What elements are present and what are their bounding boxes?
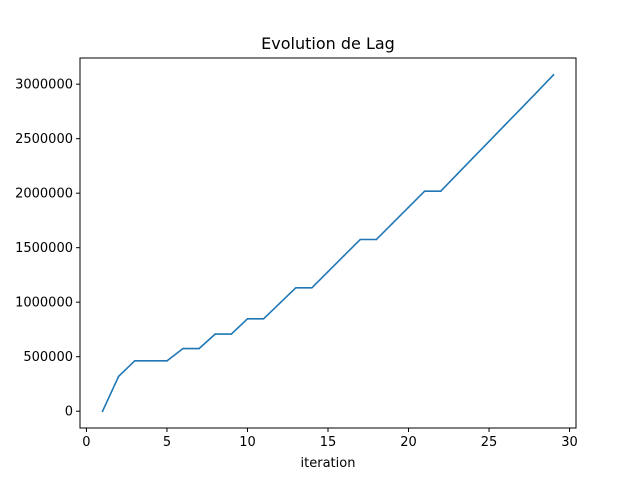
y-tick-label: 0: [65, 405, 73, 420]
x-tick-label: 25: [481, 435, 498, 450]
y-tick-label: 500000: [23, 350, 73, 365]
data-point: [214, 333, 217, 335]
data-point: [375, 238, 378, 241]
data-point: [359, 238, 362, 241]
y-tick-label: 3000000: [15, 78, 73, 93]
y-tick-label: 2000000: [15, 187, 73, 202]
y-tick-label: 2500000: [15, 132, 73, 147]
y-tick-label: 1500000: [15, 241, 73, 256]
data-point: [262, 317, 265, 320]
y-tick-label: 1000000: [15, 296, 73, 311]
data-point: [278, 302, 281, 305]
data-point: [488, 140, 490, 143]
data-point: [407, 206, 410, 209]
data-point: [230, 333, 233, 335]
data-point: [456, 173, 458, 176]
data-point: [150, 360, 152, 362]
data-point: [117, 375, 120, 378]
data-point: [520, 107, 523, 110]
data-point: [327, 270, 329, 273]
data-point: [472, 157, 474, 159]
data-point: [504, 124, 506, 126]
data-point: [552, 74, 555, 76]
x-tick-label: 15: [320, 435, 337, 450]
x-tick-label: 0: [82, 435, 90, 450]
y-axis: 0 500000 1000000 1500000 2000000 2500000 30000…: [15, 78, 80, 420]
x-axis-label: iteration: [301, 456, 356, 471]
data-point: [294, 287, 297, 289]
data-point: [133, 360, 136, 362]
x-tick-label: 30: [561, 435, 578, 450]
data-point: [101, 410, 104, 413]
data-point: [198, 347, 200, 350]
x-tick-label: 20: [400, 435, 417, 450]
x-tick-label: 5: [163, 435, 171, 450]
chart-title: Evolution de Lag: [261, 34, 395, 53]
data-point: [166, 360, 168, 362]
data-point: [391, 222, 394, 225]
data-point: [536, 90, 539, 93]
data-point: [343, 254, 345, 257]
data-point: [246, 317, 249, 320]
data-point: [182, 347, 184, 350]
x-axis: 0 5 10 15 20 25 30: [82, 428, 578, 450]
data-point: [439, 190, 442, 193]
data-point: [311, 287, 313, 289]
plot-area: [101, 73, 555, 413]
data-point: [423, 190, 426, 193]
x-tick-label: 10: [239, 435, 256, 450]
